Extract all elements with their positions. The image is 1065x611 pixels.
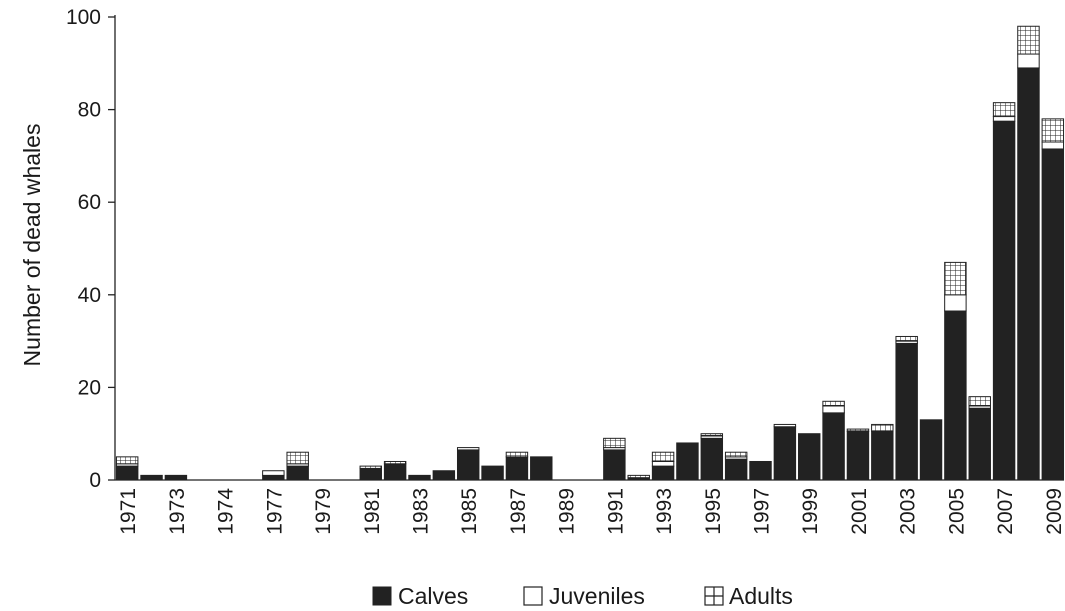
y-tick-label-0: 0 [89, 469, 101, 492]
x-tick-label-1993: 1993 [653, 488, 676, 535]
legend-label-adults: Adults [729, 583, 793, 609]
legend-swatch-calves [372, 586, 392, 606]
bar-adults-2001 [846, 428, 870, 432]
bar-calves-1983 [408, 474, 431, 481]
bar-calves-1978 [286, 465, 309, 481]
legend-label-calves: Calves [398, 583, 468, 609]
bar-calves-1986 [481, 465, 504, 481]
x-tick-label-1989: 1989 [556, 488, 579, 535]
bar-calves-2005 [944, 310, 967, 481]
bar-juveniles-2005 [944, 294, 967, 312]
x-tick-label-1973: 1973 [166, 488, 189, 535]
bar-calves-1993 [651, 465, 675, 481]
bar-adults-1987 [505, 451, 529, 458]
bar-juveniles-2000 [822, 405, 845, 414]
bar-calves-1987 [505, 456, 529, 481]
bar-adults-2005 [944, 261, 967, 296]
bar-adults-1992 [627, 474, 650, 479]
x-tick-label-1985: 1985 [458, 488, 481, 535]
y-tick-label-80: 80 [78, 99, 101, 122]
x-tick-label-1987: 1987 [507, 488, 530, 535]
bar-adults-2003 [895, 335, 918, 342]
x-tick-label-1997: 1997 [751, 488, 774, 535]
x-tick-label-1979: 1979 [312, 488, 335, 535]
x-tick-label-1991: 1991 [604, 488, 627, 535]
bar-adults-1991 [603, 437, 626, 449]
bar-adults-1978 [286, 451, 309, 465]
bar-calves-2000 [822, 412, 845, 481]
legend: Calves Juveniles Adults [372, 583, 793, 609]
bar-juveniles-1993 [651, 460, 675, 467]
bar-adults-1996 [724, 451, 748, 458]
bar-calves-2001 [846, 430, 870, 481]
x-tick-label-1995: 1995 [702, 488, 725, 535]
bar-calves-1981 [359, 467, 382, 481]
x-tick-label-2007: 2007 [994, 488, 1017, 535]
bar-calves-1985 [456, 449, 480, 481]
bar-calves-1998 [773, 426, 797, 481]
bar-calves-2002 [871, 430, 894, 481]
bar-calves-1997 [749, 460, 772, 481]
bar-adults-1971 [115, 456, 139, 465]
bar-calves-1977 [262, 474, 285, 481]
bar-adults-2008 [1017, 25, 1040, 55]
bar-calves-1995 [700, 437, 724, 481]
bar-adults-2000 [822, 400, 845, 407]
bar-calves-1988 [530, 456, 553, 481]
bar-calves-1984 [432, 470, 456, 481]
bar-calves-1971 [115, 465, 139, 481]
bar-adults-2007 [992, 102, 1016, 118]
bar-calves-1996 [724, 458, 748, 481]
bar-adults-1993 [651, 451, 675, 462]
bar-adults-2002 [871, 423, 894, 432]
y-tick-label-100: 100 [66, 6, 101, 29]
bar-adults-2009 [1041, 118, 1065, 143]
x-tick-label-2003: 2003 [897, 488, 920, 535]
bar-calves-2003 [895, 342, 918, 481]
bar-calves-1973 [164, 474, 188, 481]
bar-juveniles-2009 [1041, 141, 1065, 150]
bar-calves-2006 [968, 407, 991, 481]
plot-area [115, 25, 1065, 481]
legend-label-juveniles: Juveniles [549, 583, 645, 609]
bar-adults-1981 [359, 465, 382, 469]
y-tick-label-60: 60 [78, 191, 101, 214]
bar-calves-1994 [676, 442, 699, 481]
bar-calves-2007 [992, 120, 1016, 481]
axes: 0 20 40 60 80 100 1971 1973 1974 1977 1979 1981 1983… [66, 6, 1065, 535]
x-tick-label-2009: 2009 [1043, 488, 1065, 535]
y-tick-label-40: 40 [78, 284, 101, 307]
bar-calves-2008 [1017, 67, 1040, 481]
x-tick-label-1974: 1974 [215, 488, 238, 535]
bar-adults-1995 [700, 433, 724, 437]
x-tick-label-1983: 1983 [410, 488, 433, 535]
bar-juveniles-1998 [773, 423, 797, 428]
bar-adults-2006 [968, 396, 991, 407]
legend-swatch-juveniles [523, 586, 543, 606]
bar-juveniles-2008 [1017, 53, 1040, 69]
bar-calves-1982 [383, 463, 407, 481]
bar-calves-1999 [798, 433, 821, 481]
bar-juveniles-1985 [456, 447, 480, 451]
bar-calves-1991 [603, 449, 626, 481]
bar-juveniles-2007 [992, 116, 1016, 122]
legend-swatch-adults [704, 586, 724, 606]
bar-calves-2009 [1041, 148, 1065, 481]
x-tick-label-1981: 1981 [361, 488, 384, 535]
x-tick-label-1977: 1977 [263, 488, 286, 535]
x-tick-label-2005: 2005 [945, 488, 968, 535]
bar-calves-1972 [140, 474, 163, 481]
x-tick-label-2001: 2001 [848, 488, 871, 535]
y-tick-label-20: 20 [78, 376, 101, 399]
bar-adults-1982 [383, 460, 407, 465]
bar-calves-2004 [919, 419, 943, 481]
x-tick-label-1971: 1971 [117, 488, 140, 535]
y-axis-title: Number of dead whales [19, 124, 45, 367]
x-tick-label-1999: 1999 [799, 488, 822, 535]
bar-juveniles-1977 [262, 470, 285, 476]
